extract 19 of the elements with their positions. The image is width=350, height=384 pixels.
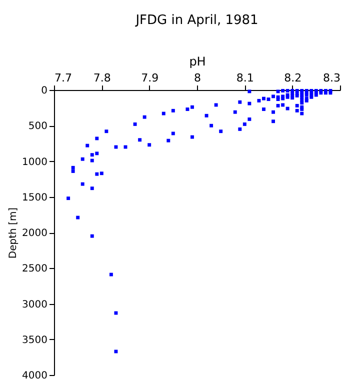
x-axis-title: pH bbox=[189, 54, 206, 68]
y-tick-label: 3500 bbox=[22, 334, 48, 346]
x-tick-label: 7.9 bbox=[141, 72, 159, 84]
y-tick-label: 0 bbox=[41, 86, 48, 96]
y-axis-title: Depth [m] bbox=[8, 207, 20, 259]
x-tick-label: 8.3 bbox=[323, 72, 340, 84]
y-tick-label: 500 bbox=[28, 121, 48, 132]
y-tick-label: 4000 bbox=[22, 370, 48, 382]
x-tick-label: 8.2 bbox=[284, 72, 302, 84]
x-tick-label: 7.8 bbox=[93, 72, 111, 84]
y-tick-label: 2500 bbox=[22, 264, 48, 275]
x-tick-label: 8 bbox=[194, 72, 201, 84]
y-tick-label: 1500 bbox=[22, 192, 48, 204]
chart-title: JFDG in April, 1981 bbox=[134, 13, 258, 28]
x-tick-label: 7.7 bbox=[54, 72, 72, 84]
y-tick-label: 2000 bbox=[22, 228, 48, 239]
y-tick-label: 3000 bbox=[22, 299, 48, 310]
x-tick-label: 8.1 bbox=[236, 72, 254, 84]
y-tick-label: 1000 bbox=[22, 156, 48, 168]
